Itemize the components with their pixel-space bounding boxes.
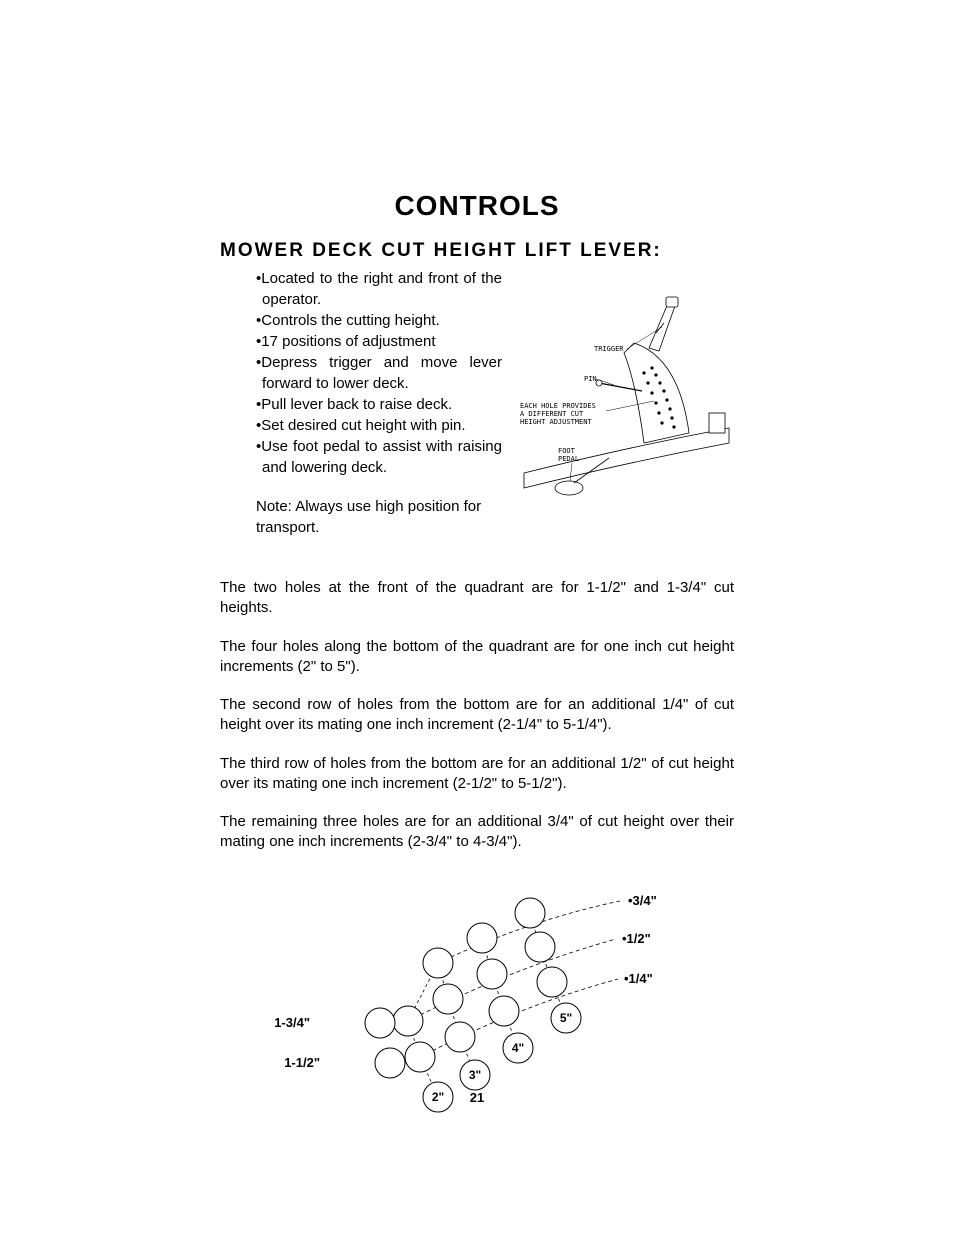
paragraph: The second row of holes from the bottom … bbox=[220, 695, 734, 736]
label-each-hole-3: HEIGHT ADJUSTMENT bbox=[520, 418, 592, 426]
svg-text:•1/4": •1/4" bbox=[624, 971, 653, 986]
svg-text:1-3/4": 1-3/4" bbox=[274, 1015, 310, 1030]
section-heading: MOWER DECK CUT HEIGHT LIFT LEVER: bbox=[220, 240, 734, 262]
svg-text:4": 4" bbox=[512, 1041, 524, 1055]
bullet-item: Depress trigger and move lever forward t… bbox=[250, 352, 502, 394]
svg-text:5": 5" bbox=[560, 1011, 572, 1025]
bullet-item: Controls the cutting height. bbox=[250, 310, 502, 331]
svg-text:•1/2": •1/2" bbox=[622, 931, 651, 946]
holes-diagram: 2"3"4"5"•3/4"•1/2"•1/4"1-3/4"1-1/2" bbox=[220, 877, 734, 1127]
lever-diagram: TRIGGER PIN EACH HOLE PROVIDES A DIFFERE… bbox=[514, 268, 734, 538]
label-pin: PIN bbox=[584, 375, 597, 383]
bullet-item: Use foot pedal to assist with raising an… bbox=[250, 436, 502, 478]
svg-text:1-1/2": 1-1/2" bbox=[284, 1055, 320, 1070]
page-title: CONTROLS bbox=[220, 190, 734, 222]
label-foot-pedal-2: PEDAL bbox=[558, 455, 579, 463]
bullet-item: Set desired cut height with pin. bbox=[250, 415, 502, 436]
label-each-hole-2: A DIFFERENT CUT bbox=[520, 410, 584, 418]
content-row: Located to the right and front of the op… bbox=[220, 268, 734, 538]
label-trigger: TRIGGER bbox=[594, 345, 624, 353]
bullet-item: Pull lever back to raise deck. bbox=[250, 394, 502, 415]
bullet-item: 17 positions of adjustment bbox=[250, 331, 502, 352]
paragraph: The four holes along the bottom of the q… bbox=[220, 637, 734, 678]
label-each-hole-1: EACH HOLE PROVIDES bbox=[520, 402, 596, 410]
paragraph: The third row of holes from the bottom a… bbox=[220, 754, 734, 795]
paragraph: The two holes at the front of the quadra… bbox=[220, 578, 734, 619]
note-text: Note: Always use high position for trans… bbox=[250, 496, 502, 538]
page-number: 21 bbox=[0, 1090, 954, 1105]
label-foot-pedal-1: FOOT bbox=[558, 447, 576, 455]
bullet-item: Located to the right and front of the op… bbox=[250, 268, 502, 310]
paragraph: The remaining three holes are for an add… bbox=[220, 812, 734, 853]
svg-text:•3/4": •3/4" bbox=[628, 893, 657, 908]
bullet-list: Located to the right and front of the op… bbox=[220, 268, 502, 538]
svg-text:3": 3" bbox=[469, 1068, 481, 1082]
